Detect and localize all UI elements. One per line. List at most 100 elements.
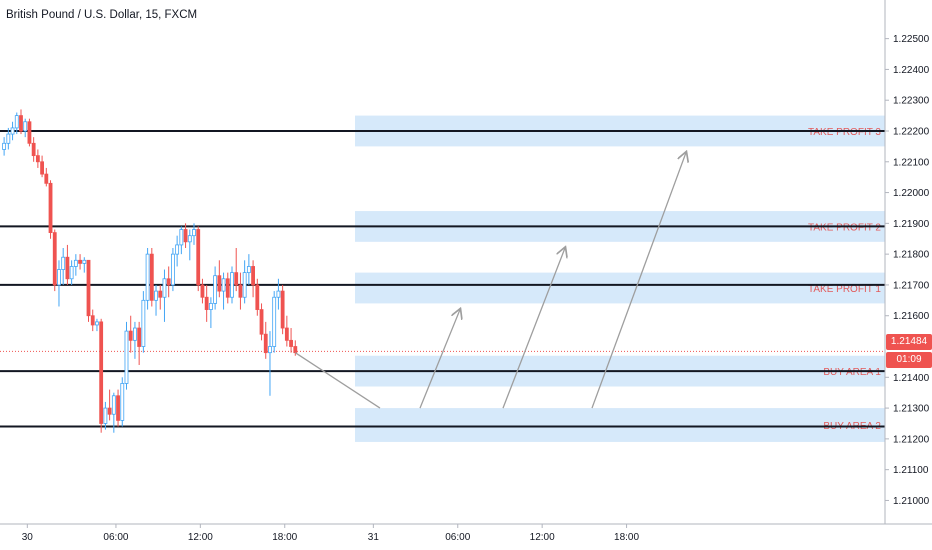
candle-body	[23, 121, 28, 132]
time-tick-label: 18:00	[614, 532, 639, 543]
candle-body	[162, 278, 167, 298]
candle-countdown-tag: 01:09	[886, 352, 932, 368]
price-tick-label: 1.22300	[893, 96, 930, 107]
price-tick-label: 1.21900	[893, 219, 930, 230]
candle-body	[65, 256, 70, 280]
candle-body	[48, 182, 53, 233]
candle-body	[128, 330, 133, 341]
zone-band	[355, 408, 885, 442]
candle-body	[57, 269, 61, 286]
price-tick-label: 1.22400	[893, 65, 930, 76]
candle-body	[238, 284, 243, 298]
chart-title: British Pound / U.S. Dollar, 15, FXCM	[6, 9, 198, 21]
candle-body	[6, 133, 11, 144]
candle-body	[187, 235, 192, 243]
candle-body	[107, 407, 112, 415]
candle-body	[73, 259, 78, 267]
price-tick-label: 1.21100	[893, 465, 929, 476]
candle-body	[284, 327, 289, 341]
candle-body	[221, 278, 226, 292]
candle-body	[234, 272, 239, 286]
time-tick-label: 18:00	[272, 532, 297, 543]
candle-body	[166, 278, 171, 286]
candle-body	[31, 142, 36, 157]
zone-label: TAKE PROFIT 1	[808, 284, 881, 295]
projection-arrow	[591, 153, 686, 409]
candle-body	[86, 259, 91, 317]
zone-label: TAKE PROFIT 2	[808, 222, 881, 233]
candle-body	[90, 315, 95, 326]
candle-body	[111, 395, 116, 415]
time-tick-label: 31	[368, 532, 380, 543]
candle-body	[61, 256, 66, 270]
projection-line	[294, 352, 381, 409]
candle-body	[280, 290, 285, 329]
candle-body	[213, 275, 218, 304]
time-tick-label: 30	[22, 532, 34, 543]
candle-body	[255, 284, 260, 310]
price-tick-label: 1.21700	[893, 280, 930, 291]
candle-body	[78, 259, 82, 264]
candle-body	[246, 266, 251, 274]
candle-body	[40, 161, 45, 175]
candle-body	[124, 330, 129, 384]
candle-body	[103, 407, 108, 424]
candle-body	[2, 142, 7, 150]
time-tick-label: 12:00	[188, 532, 213, 543]
price-tick-label: 1.21600	[893, 311, 930, 322]
candle-body	[179, 229, 184, 246]
candle-body	[183, 229, 188, 243]
zone-label: TAKE PROFIT 3	[808, 127, 881, 138]
candle-body	[154, 290, 158, 301]
candle-body	[192, 229, 196, 237]
time-tick-label: 06:00	[103, 532, 128, 543]
candle-body	[35, 155, 40, 163]
zone-band	[355, 272, 885, 304]
time-tick-label: 06:00	[445, 532, 470, 543]
candle-body	[141, 299, 146, 347]
candle-body	[69, 266, 74, 280]
candle-body	[200, 284, 205, 298]
candle-body	[259, 309, 264, 335]
candle-body	[133, 327, 137, 341]
price-tick-label: 1.22100	[893, 157, 930, 168]
candle-body	[217, 275, 222, 292]
candle-body	[116, 395, 120, 421]
price-tick-label: 1.22200	[893, 126, 930, 137]
candle-body	[44, 173, 49, 184]
candle-body	[120, 383, 125, 421]
price-tick-label: 1.21300	[893, 404, 930, 415]
candle-body	[95, 321, 99, 326]
candle-body	[19, 115, 23, 132]
candle-body	[263, 333, 268, 354]
candle-body	[272, 296, 277, 347]
candle-body	[10, 127, 15, 135]
candle-body	[52, 232, 57, 286]
price-tick-label: 1.22500	[893, 34, 930, 45]
candle-body	[27, 121, 32, 144]
candle-body	[175, 244, 180, 255]
projection-arrow	[502, 248, 565, 409]
candle-body	[137, 327, 142, 347]
candle-body	[158, 290, 163, 298]
candle-body	[242, 272, 247, 298]
candle-body	[170, 253, 175, 286]
candle-body	[230, 272, 234, 298]
candle-body	[82, 259, 87, 264]
price-tick-label: 1.21000	[893, 496, 930, 507]
price-tick-label: 1.22000	[893, 188, 930, 199]
candle-body	[268, 346, 272, 354]
price-tick-label: 1.21400	[893, 373, 930, 384]
candle-body	[145, 253, 150, 301]
candle-body	[276, 290, 281, 298]
candle-body	[251, 266, 256, 286]
projection-arrow	[419, 310, 460, 409]
current-price-tag: 1.21484	[886, 334, 932, 350]
candle-body	[196, 229, 201, 286]
candle-body	[293, 346, 298, 354]
zone-label: BUY AREA 1	[823, 367, 881, 378]
price-tick-label: 1.21200	[893, 434, 930, 445]
candle-body	[208, 303, 213, 310]
